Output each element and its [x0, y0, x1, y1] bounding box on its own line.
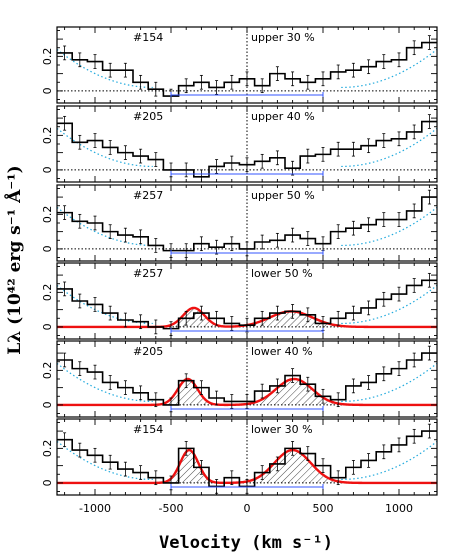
panel-4: 0 0.2 #257 lower 50 % — [41, 262, 438, 340]
panel-id-label: #205 — [133, 345, 163, 358]
y-tick-label: 0.2 — [41, 48, 54, 65]
x-tick-label: 1000 — [385, 502, 413, 515]
continuum-curve-left — [57, 127, 153, 168]
panel-subset-label: upper 50 % — [251, 189, 315, 202]
panel-subset-label: lower 30 % — [251, 423, 313, 436]
y-tick-label: 0.2 — [41, 440, 54, 458]
x-tick-label: 500 — [313, 502, 334, 515]
y-tick-label: 0.2 — [41, 284, 54, 302]
data-histogram — [57, 352, 437, 406]
panel-id-label: #205 — [133, 110, 163, 123]
continuum-curve-right — [341, 48, 437, 89]
y-tick-label: 0 — [41, 87, 54, 94]
panel-subset-label: upper 40 % — [251, 110, 315, 123]
chart-panels: 0 0.2 #154 upper 30 % 0 0.2 #205 upper 40 % 0 0.2… — [41, 26, 438, 496]
x-axis-label: Velocity (km s⁻¹) — [159, 533, 333, 553]
panel-subset-label: lower 40 % — [251, 345, 313, 358]
panel-plot-area — [57, 423, 437, 494]
panel-id-label: #257 — [133, 267, 163, 280]
continuum-curve-left — [57, 206, 153, 247]
continuum-curve-right — [341, 127, 437, 168]
continuum-curve-right — [341, 440, 437, 481]
x-tick-label: -500 — [159, 502, 184, 515]
panel-3: 0 0.2 #257 upper 50 % — [41, 184, 438, 262]
continuum-curve-right — [341, 206, 437, 247]
panel-id-label: #154 — [133, 423, 163, 436]
x-tick-label: -1000 — [79, 502, 111, 515]
y-tick-label: 0 — [41, 401, 54, 408]
y-tick-label: 0 — [41, 479, 54, 486]
continuum-curve-left — [57, 440, 153, 481]
panel-plot-area — [57, 114, 437, 182]
panel-id-label: #154 — [133, 31, 163, 44]
x-axis: -1000 -500 0 500 1000 — [79, 502, 413, 515]
y-tick-label: 0 — [41, 245, 54, 252]
continuum-curve-right — [341, 284, 437, 325]
data-histogram — [57, 41, 437, 97]
panel-plot-area — [57, 272, 437, 336]
panel-id-label: #257 — [133, 189, 163, 202]
panel-5: 0 0.2 #205 lower 40 % — [41, 340, 438, 418]
y-tick-label: 0 — [41, 323, 54, 330]
panel-1: 0 0.2 #154 upper 30 % — [41, 26, 438, 104]
y-tick-label: 0.2 — [41, 362, 54, 380]
y-tick-label: 0.2 — [41, 206, 54, 224]
panel-subset-label: upper 30 % — [251, 31, 315, 44]
x-tick-label: 0 — [244, 502, 251, 515]
continuum-curve-left — [57, 362, 153, 403]
panel-2: 0 0.2 #205 upper 40 % — [41, 105, 438, 183]
y-axis-label: Lλ (10⁴² erg s⁻¹ Å⁻¹) — [3, 165, 25, 354]
y-tick-label: 0.2 — [41, 127, 54, 145]
continuum-curve-right — [341, 362, 437, 403]
continuum-curve-left — [57, 48, 153, 89]
y-tick-label: 0 — [41, 166, 54, 173]
panel-subset-label: lower 50 % — [251, 267, 313, 280]
continuum-curve-left — [57, 284, 153, 325]
panel-6: 0 0.2 #154 lower 30 % — [41, 418, 438, 496]
